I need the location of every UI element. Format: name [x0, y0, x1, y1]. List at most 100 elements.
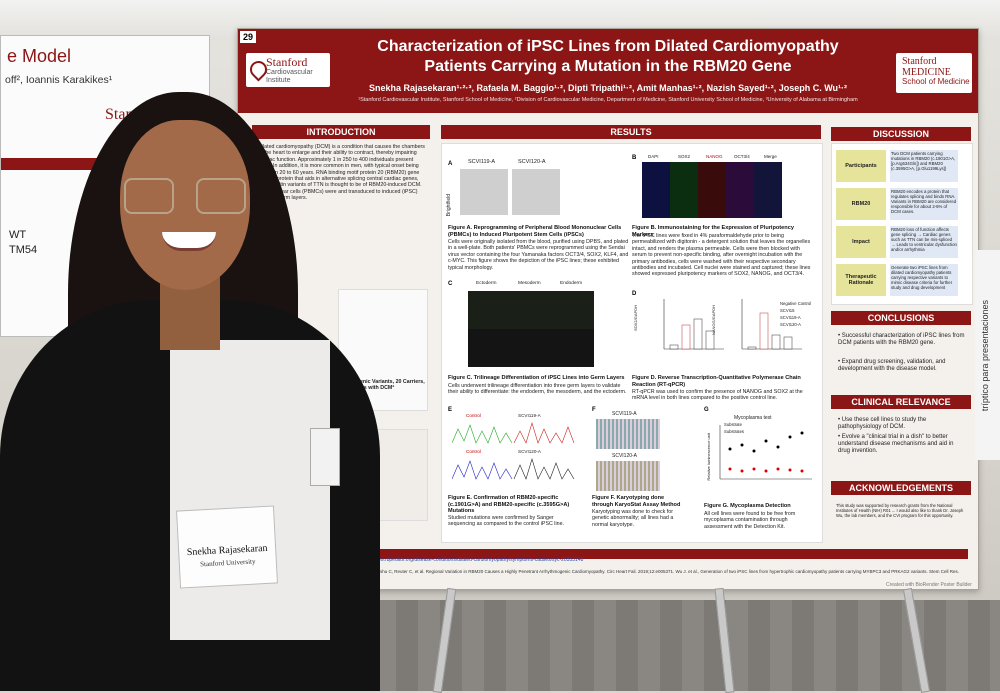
discussion-text-3: RBM20 loss of function affects gene spli… — [890, 226, 958, 258]
glasses-right-icon — [196, 178, 246, 214]
fig-g-letter: G — [704, 407, 709, 413]
fig-e-caption: Figure E. Confirmation of RBM20-specific… — [448, 495, 570, 515]
stanford-medicine-logo: Stanford MEDICINE School of Medicine — [896, 53, 972, 93]
fig-f-caption: Figure F. Karyotyping done through Karyo… — [592, 495, 681, 508]
left-poster-legend-2: TM54 — [9, 244, 38, 256]
fig-d-legend-2: SCVI15 — [780, 308, 795, 313]
fig-a-label-3: Brightfield — [446, 194, 452, 217]
fig-d-letter: D — [632, 291, 637, 297]
fig-b-label-nanog: NANOG — [706, 154, 723, 159]
fig-b-label-merge: Merge — [764, 154, 777, 159]
fig-g-legend-2: Substrates — [724, 429, 745, 434]
fig-b-label-dapi: DAPI — [648, 154, 659, 159]
fig-g-text: All cell lines were found to be free fro… — [704, 511, 796, 530]
fig-d-ylabel-2: NANOG/GAPDH — [711, 305, 716, 336]
poster-affiliations: ¹Stanford Cardiovascular Institute, Stan… — [358, 97, 858, 103]
fig-d-legend-1: Negative Control — [780, 301, 812, 306]
conclusions-item-2: • Expand drug screening, validation, and… — [838, 359, 946, 373]
fig-g-legend-1: Substrate — [724, 422, 742, 427]
discussion-row-therapeutic: Therapeutic Rationale Generate two iPSC … — [832, 264, 962, 298]
fig-e-label-control-2: Control — [466, 449, 481, 454]
fig-e-label-scvi120: SCVI120-A — [518, 449, 541, 454]
discussion-label-3: Impact — [836, 226, 886, 258]
stanford-cvi-logo: Stanford Cardiovascular Institute — [246, 53, 330, 87]
fig-b-label-sox2: SOX2 — [678, 154, 691, 159]
discussion-row-rbm20: RBM20 RBM20 encodes a protein that regul… — [832, 188, 962, 222]
fig-g-title: Mycoplasma test — [734, 415, 772, 421]
results-heading: RESULTS — [441, 125, 821, 139]
conclusions-text-2: Expand drug screening, validation, and d… — [838, 359, 946, 373]
poster-number: 29 — [240, 31, 257, 43]
fig-d-ylabel-1: SOX2/GAPDH — [633, 305, 638, 332]
fig-d-legend-3: SCVI119-A — [780, 315, 801, 320]
fig-g-caption: Figure G. Mycoplasma Detection — [704, 503, 791, 509]
fig-f-karyotype-2 — [596, 461, 660, 491]
fig-a-label-1: SCVI119-A — [468, 159, 496, 165]
logo-left-line2b: Institute — [266, 77, 291, 84]
clinical-text-1: Use these cell lines to study the pathop… — [838, 417, 927, 431]
left-poster-title: e Model — [7, 46, 72, 66]
fig-b-label-oct34: OCT3/4 — [734, 154, 750, 159]
fig-d-charts — [663, 299, 802, 350]
left-poster-authors: off², Ioannis Karakikes¹ — [5, 74, 113, 86]
discussion-label-4: Therapeutic Rationale — [836, 264, 886, 296]
clinical-relevance-heading: CLINICAL RELEVANCE — [831, 395, 971, 409]
fig-a-image-2 — [512, 169, 560, 215]
glasses-left-icon — [124, 178, 174, 214]
fig-b-caption: Figure B. Immunostaining for the Express… — [632, 225, 794, 238]
conclusions-text-1: Successful characterization of iPSC line… — [838, 333, 965, 347]
discussion-row-participants: Participants Two DCM patients carrying m… — [832, 150, 962, 184]
fig-a-label-2: SCVI120-A — [518, 159, 546, 165]
discussion-row-impact: Impact RBM20 loss of function affects ge… — [832, 226, 962, 260]
presenter-face — [120, 120, 250, 290]
fig-b-text: The iPSC lines were fixed in 4% paraform… — [632, 233, 811, 278]
fig-a-image-1 — [460, 169, 508, 215]
fig-c-caption: Figure C. Trilineage Differentiation of … — [448, 375, 625, 381]
fig-d-text: RT-qPCR was used to confirm the presence… — [632, 389, 803, 402]
fig-f-label-1: SCVI119-A — [612, 411, 637, 417]
logo-right-line1: Stanford MEDICINE — [902, 56, 951, 78]
discussion-panel: Participants Two DCM patients carrying m… — [831, 143, 973, 305]
fig-a-text: Cells were originally isolated from the … — [448, 239, 629, 271]
fig-e-letter: E — [448, 407, 453, 413]
fig-d-caption: Figure D. Reverse Transcription-Quantita… — [632, 375, 801, 388]
fig-e-label-control-1: Control — [466, 413, 481, 418]
introduction-heading: INTRODUCTION — [252, 125, 430, 139]
fig-d-legend-4: SCVI120-A — [780, 322, 801, 327]
introduction-table-caption: Pathogenic Variants, 20 Carriers, and du… — [342, 379, 425, 392]
logo-right-stanford: Stanford — [902, 56, 937, 67]
conclusions-heading: CONCLUSIONS — [831, 311, 971, 325]
fig-c-text: Cells underwent trilineage differentiati… — [448, 383, 627, 396]
left-poster-legend-1: WT — [9, 229, 27, 241]
lanyard-card — [310, 428, 340, 486]
fig-c-letter: C — [448, 281, 453, 287]
footer-band — [348, 549, 968, 559]
clinical-item-2: • Evolve a "clinical trial in a dish" to… — [838, 434, 954, 455]
badge-name: Snekha Rajasekaran — [186, 542, 268, 559]
fig-a-letter: A — [448, 161, 453, 167]
fig-b-images — [642, 162, 782, 218]
presenter-smile — [162, 232, 216, 251]
footer-link: https://www.rbpeditor.org/disease-condit… — [358, 557, 584, 563]
fig-c-label-endoderm: Endoderm — [560, 281, 583, 286]
acknowledgements-heading: ACKNOWLEDGEMENTS — [831, 481, 971, 495]
fig-g-ylabel: Relative luminescence unit — [706, 433, 711, 481]
discussion-text-4: Generate two iPSC lines from dilated car… — [890, 264, 958, 296]
poster-title-line1: Characterization of iPSC Lines from Dila… — [377, 38, 839, 55]
clinical-item-1: • Use these cell lines to study the path… — [838, 417, 927, 431]
fig-a-caption: Figure A. Reprogramming of Peripheral Bl… — [448, 225, 622, 238]
fig-c-label-mesoderm: Mesoderm — [518, 281, 541, 286]
presenter-blouse — [170, 340, 330, 640]
right-poster — [975, 250, 1000, 460]
discussion-heading: DISCUSSION — [831, 127, 971, 141]
footer-credit: Created with BioRender Poster Builder — [886, 582, 972, 588]
fig-e-text: Studied mutations were confirmed by Sang… — [448, 515, 565, 528]
acknowledgements-text: This study was supported by research gra… — [836, 503, 964, 518]
discussion-label-2: RBM20 — [836, 188, 886, 220]
logo-left-line1: Stanford — [266, 55, 308, 69]
fig-c-label-ectoderm: Ectoderm — [476, 281, 497, 286]
right-poster-text: tríptico para presentaciones — [980, 300, 990, 412]
fig-f-text: Karyotyping was done to check for geneti… — [592, 509, 674, 528]
fig-f-letter: F — [592, 407, 596, 413]
badge-org: Stanford University — [199, 557, 256, 569]
